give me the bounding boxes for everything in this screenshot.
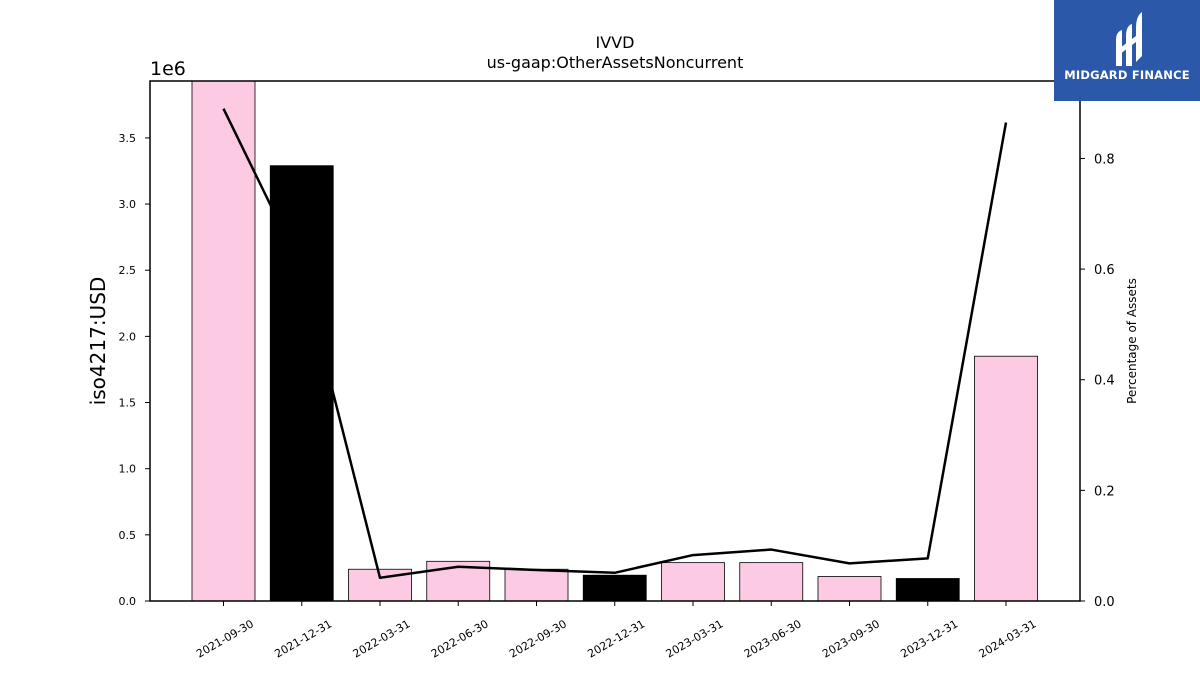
y-tick-label: 0.0 (119, 595, 137, 608)
y2-tick-label: 0.2 (1094, 484, 1115, 499)
bar-2022-09-30 (504, 568, 569, 602)
y-tick-label: 3.5 (119, 132, 137, 145)
y2-tick-label: 0.0 (1094, 595, 1115, 610)
y-axis-offset-label: 1e6 (150, 58, 186, 80)
y-tick-label: 3.0 (119, 198, 137, 211)
bar-2023-12-31 (895, 578, 960, 602)
x-tick-label: 2023-09-30 (820, 617, 882, 660)
y2-tick-label: 0.6 (1094, 263, 1115, 278)
x-tick-label: 2022-09-30 (507, 617, 569, 660)
x-tick-label: 2021-12-31 (272, 617, 334, 660)
line-group (222, 108, 1008, 580)
y-tick-label: 2.5 (119, 264, 137, 277)
bar-2021-12-31 (269, 165, 334, 602)
x-tick-label: 2021-09-30 (194, 617, 256, 660)
x-tick-label: 2023-03-31 (664, 617, 726, 660)
logo-text: MIDGARD FINANCE (1064, 68, 1190, 82)
x-tick-label: 2022-12-31 (585, 617, 647, 660)
midgard-logo-icon (1116, 12, 1142, 66)
y-axis-label: iso4217:USD (86, 277, 110, 406)
bar-2023-06-30 (739, 562, 804, 602)
percentage-line (222, 108, 1008, 580)
y2-tick-label: 0.4 (1094, 374, 1115, 389)
bar-2023-09-30 (817, 576, 882, 602)
chart-title: IVVD (596, 33, 635, 52)
bar-2022-12-31 (582, 574, 647, 602)
y-tick-label: 1.5 (119, 397, 137, 410)
y-tick-label: 0.5 (119, 529, 137, 542)
chart-subtitle: us-gaap:OtherAssetsNoncurrent (487, 53, 744, 72)
x-tick-label: 2023-12-31 (898, 617, 960, 660)
x-tick-label: 2023-06-30 (742, 617, 804, 660)
bars-group (191, 80, 1038, 602)
y-tick-label: 2.0 (119, 330, 137, 343)
x-tick-label: 2022-06-30 (429, 617, 491, 660)
x-tick-label: 2024-03-31 (977, 617, 1039, 660)
x-tick-label: 2022-03-31 (351, 617, 413, 660)
bar-2021-09-30 (191, 80, 256, 602)
y-tick-label: 1.0 (119, 463, 137, 476)
y2-axis-label: Percentage of Assets (1125, 278, 1139, 404)
bar-2024-03-31 (974, 355, 1038, 602)
y2-tick-label: 0.8 (1094, 152, 1115, 167)
bar-2023-03-31 (661, 562, 725, 602)
brand-logo: MIDGARD FINANCE (1054, 0, 1200, 101)
